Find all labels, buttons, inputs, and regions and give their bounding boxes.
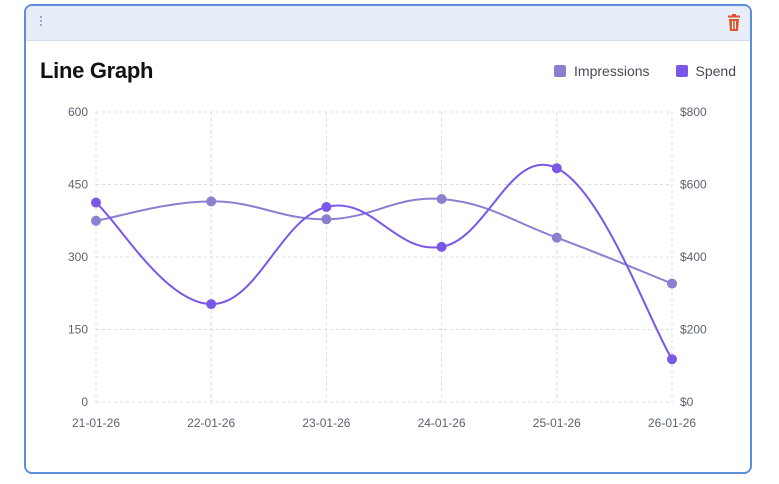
grid-lines [95, 111, 673, 403]
series-line-impressions [95, 197, 673, 285]
data-point-spend [206, 299, 217, 310]
chart-legend: Impressions Spend [554, 63, 736, 79]
data-point-impressions [206, 196, 217, 207]
drag-handle-icon[interactable] [38, 14, 44, 30]
legend-swatch-impressions [554, 65, 567, 77]
legend-swatch-spend [675, 65, 688, 77]
x-tick-label: 21-01-26 [72, 416, 120, 430]
y-right-tick-label: $600 [680, 178, 707, 192]
data-point-impressions [667, 278, 677, 289]
data-point-spend [91, 197, 101, 208]
y-right-tick-label: $200 [680, 323, 707, 337]
card-header [26, 6, 750, 41]
y-axis-left: 0 150 300 450 600 [68, 105, 88, 409]
y-right-tick-label: $400 [680, 250, 707, 264]
x-axis: 21-01-26 22-01-26 23-01-26 24-01-26 25-01-26… [72, 416, 696, 430]
y-right-tick-label: $800 [680, 105, 707, 119]
chart-title: Line Graph [40, 58, 154, 83]
x-tick-label: 26-01-26 [648, 416, 696, 430]
y-left-tick-label: 300 [68, 250, 88, 264]
y-left-tick-label: 150 [68, 323, 88, 337]
series-points [91, 163, 677, 365]
data-point-impressions [551, 232, 562, 243]
series-lines [95, 164, 673, 360]
y-left-tick-label: 450 [68, 178, 88, 192]
legend-label-impressions: Impressions [574, 63, 650, 79]
trash-icon[interactable] [726, 14, 742, 32]
y-left-tick-label: 0 [81, 395, 88, 409]
x-tick-label: 23-01-26 [302, 416, 350, 430]
x-tick-label: 25-01-26 [533, 416, 581, 430]
series-line-spend [95, 164, 673, 360]
y-left-tick-label: 600 [68, 105, 88, 119]
data-point-spend [321, 201, 332, 212]
y-right-tick-label: $0 [680, 395, 694, 409]
legend-item-spend[interactable]: Spend [675, 63, 736, 79]
x-tick-label: 22-01-26 [187, 416, 235, 430]
data-point-impressions [91, 215, 101, 226]
legend-item-impressions[interactable]: Impressions [554, 63, 650, 79]
data-point-impressions [436, 194, 447, 204]
line-chart: 0 150 300 450 600 $0 $200 $400 $600 $800 21-01-2… [68, 105, 707, 430]
y-axis-right: $0 $200 $400 $600 $800 [680, 105, 707, 409]
data-point-spend [436, 241, 447, 252]
data-point-spend [551, 163, 562, 174]
data-point-spend [667, 354, 677, 365]
data-point-impressions [321, 214, 332, 225]
x-tick-label: 24-01-26 [418, 416, 466, 430]
legend-label-spend: Spend [695, 63, 736, 79]
chart-card: Line Graph Impressions Spend 0 150 300 450 6… [24, 4, 752, 474]
